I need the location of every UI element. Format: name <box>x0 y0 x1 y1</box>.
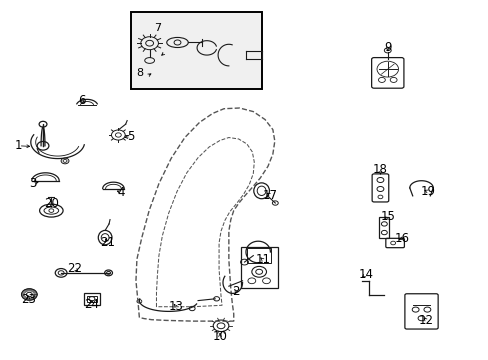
Text: 11: 11 <box>255 253 270 266</box>
Bar <box>84 293 100 305</box>
Bar <box>87 296 97 302</box>
Text: 3: 3 <box>29 177 37 190</box>
Text: 22: 22 <box>67 262 82 275</box>
Text: 15: 15 <box>380 210 394 223</box>
Text: 7: 7 <box>154 23 161 33</box>
Text: 12: 12 <box>418 314 433 327</box>
Bar <box>131 12 262 89</box>
Text: 21: 21 <box>100 237 115 249</box>
Text: 7: 7 <box>161 46 169 59</box>
Text: 13: 13 <box>168 300 183 313</box>
Bar <box>246 248 271 263</box>
Text: 8: 8 <box>136 68 143 78</box>
Text: 14: 14 <box>358 268 372 281</box>
Text: 8: 8 <box>142 70 150 83</box>
Text: 17: 17 <box>263 189 277 202</box>
Text: 18: 18 <box>372 163 387 176</box>
Text: 24: 24 <box>84 298 99 311</box>
Text: 20: 20 <box>44 197 59 210</box>
Text: 16: 16 <box>394 232 409 245</box>
Text: 1: 1 <box>15 139 22 152</box>
Text: 6: 6 <box>78 94 86 107</box>
Text: 5: 5 <box>127 130 135 143</box>
Bar <box>240 247 277 288</box>
Text: 10: 10 <box>212 330 227 343</box>
Bar <box>379 217 388 238</box>
Text: 4: 4 <box>117 186 125 199</box>
Text: 9: 9 <box>383 41 391 54</box>
Text: 2: 2 <box>232 285 240 298</box>
Text: 23: 23 <box>21 293 36 306</box>
Text: 19: 19 <box>420 185 434 198</box>
